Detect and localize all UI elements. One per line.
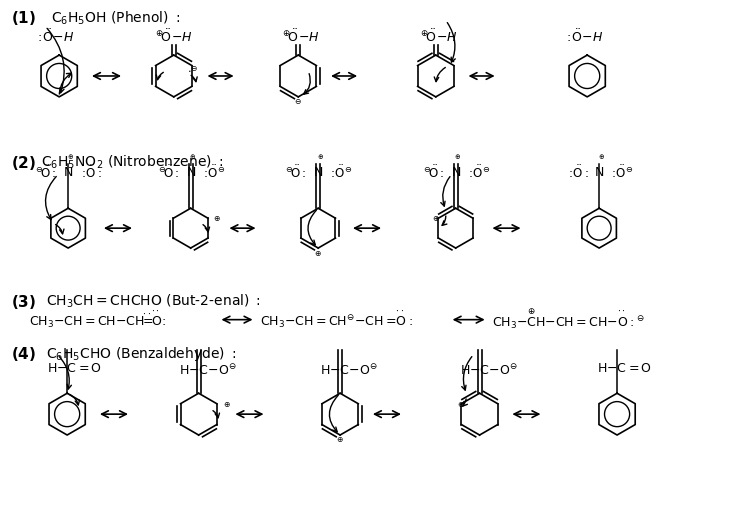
Text: $:\!\ddot{\mathrm{O}}^{\ominus}$: $:\!\ddot{\mathrm{O}}^{\ominus}$ [328, 164, 352, 181]
Text: $\mathrm{C_6H_5CHO\ (Benzaldehyde)\ :}$: $\mathrm{C_6H_5CHO\ (Benzaldehyde)\ :}$ [46, 345, 236, 362]
Text: $^{\ominus}$: $^{\ominus}$ [294, 98, 302, 108]
Text: $^{\oplus}\!\ddot{\mathrm{O}}\!-\!H$: $^{\oplus}\!\ddot{\mathrm{O}}\!-\!H$ [155, 28, 192, 45]
Text: $\mathbf{(3)}$: $\mathbf{(3)}$ [11, 293, 36, 311]
Text: $^{\ominus}\!\ddot{\mathrm{O}}:$: $^{\ominus}\!\ddot{\mathrm{O}}:$ [36, 164, 57, 181]
Text: $^{\oplus}$: $^{\oplus}$ [336, 436, 344, 446]
Text: $\mathrm{C_6H_5OH\ (Phenol)\ :}$: $\mathrm{C_6H_5OH\ (Phenol)\ :}$ [51, 9, 181, 27]
Text: $\mathrm{C_6H_5NO_2\ (Nitrobenzene)\ :}$: $\mathrm{C_6H_5NO_2\ (Nitrobenzene)\ :}$ [42, 154, 224, 171]
Text: $^{\oplus}$: $^{\oplus}$ [212, 215, 221, 225]
Text: $\mathrm{N}$: $\mathrm{N}$ [313, 166, 323, 179]
Text: $\mathrm{CH_3{-}CH{=}CH^{\ominus}{-}CH{=}\!\overset{\cdot\cdot}{\mathrm{O}}:}$: $\mathrm{CH_3{-}CH{=}CH^{\ominus}{-}CH{=… [260, 309, 413, 330]
Text: $^{\oplus}$: $^{\oplus}$ [454, 155, 461, 164]
Text: $^{\ominus}\!\ddot{\mathrm{O}}:$: $^{\ominus}\!\ddot{\mathrm{O}}:$ [423, 164, 444, 181]
Text: $:\!\ddot{\mathrm{O}}\!-\!H$: $:\!\ddot{\mathrm{O}}\!-\!H$ [564, 28, 603, 45]
Text: $\cdot^{\ominus}$: $\cdot^{\ominus}$ [186, 66, 198, 76]
Text: $^{\oplus}$: $^{\oplus}$ [457, 401, 464, 411]
Text: $^{\oplus}$: $^{\oplus}$ [67, 155, 74, 164]
Text: $\mathrm{CH_3{-}CH{=}CH{-}CH}\!\!\overset{\cdot\cdot}{=}\!\!\overset{\cdot\cdot}: $\mathrm{CH_3{-}CH{=}CH{-}CH}\!\!\overse… [29, 309, 166, 330]
Text: $^{\oplus}$: $^{\oplus}$ [317, 155, 324, 164]
Text: $\mathrm{H{-}C{-}O}^{\ominus}$: $\mathrm{H{-}C{-}O}^{\ominus}$ [320, 362, 377, 377]
Text: $^{\ominus}\!\ddot{\mathrm{O}}:$: $^{\ominus}\!\ddot{\mathrm{O}}:$ [158, 164, 180, 181]
Text: $^{\oplus}$: $^{\oplus}$ [314, 250, 322, 260]
Text: $\mathrm{N}$: $\mathrm{N}$ [450, 166, 461, 179]
Text: $:\!\ddot{\mathrm{O}}:$: $:\!\ddot{\mathrm{O}}:$ [79, 164, 102, 181]
Text: $\mathrm{H{-}C{-}O}^{\ominus}$: $\mathrm{H{-}C{-}O}^{\ominus}$ [460, 362, 517, 377]
Text: $\mathbf{(1)}$: $\mathbf{(1)}$ [11, 9, 36, 27]
Text: $\mathrm{CH_3CH{=}CHCHO\ (But\text{-}2\text{-}enal)\ :}$: $\mathrm{CH_3CH{=}CHCHO\ (But\text{-}2\t… [46, 293, 262, 310]
Text: $:\!\ddot{\mathrm{O}}^{\ominus}$: $:\!\ddot{\mathrm{O}}^{\ominus}$ [609, 164, 633, 181]
Text: $:\!\ddot{\mathrm{O}}\!-\!H$: $:\!\ddot{\mathrm{O}}\!-\!H$ [35, 28, 74, 45]
Text: $:\!\ddot{\mathrm{O}}^{\ominus}$: $:\!\ddot{\mathrm{O}}^{\ominus}$ [466, 164, 490, 181]
Text: $^{\oplus}$: $^{\oplus}$ [223, 401, 230, 411]
Text: $:\!\ddot{\mathrm{O}}^{\ominus}$: $:\!\ddot{\mathrm{O}}^{\ominus}$ [201, 164, 224, 181]
Text: $^{\oplus}$: $^{\oplus}$ [189, 155, 196, 164]
Text: $\mathrm{N}$: $\mathrm{N}$ [186, 166, 195, 179]
Text: $\mathbf{(4)}$: $\mathbf{(4)}$ [11, 345, 36, 362]
Text: $^{\ominus}\!\ddot{\mathrm{O}}:$: $^{\ominus}\!\ddot{\mathrm{O}}:$ [285, 164, 307, 181]
Text: $^{\oplus}\!\ddot{\mathrm{O}}\!-\!H$: $^{\oplus}\!\ddot{\mathrm{O}}\!-\!H$ [420, 28, 458, 45]
Text: $^{\oplus}\!\ddot{\mathrm{O}}\!-\!H$: $^{\oplus}\!\ddot{\mathrm{O}}\!-\!H$ [282, 28, 320, 45]
Text: $\mathbf{(2)}$: $\mathbf{(2)}$ [11, 154, 36, 172]
Text: $:\!\ddot{\mathrm{O}}:$: $:\!\ddot{\mathrm{O}}:$ [566, 164, 588, 181]
Text: $^{\oplus}$: $^{\oplus}$ [432, 215, 440, 225]
Text: $\mathrm{N}$: $\mathrm{N}$ [594, 166, 604, 179]
Text: $\mathrm{N}$: $\mathrm{N}$ [63, 166, 74, 179]
Text: $\mathrm{H{-}C{=}O}$: $\mathrm{H{-}C{=}O}$ [597, 362, 652, 375]
Text: $\mathrm{H{-}C{-}O}^{\ominus}$: $\mathrm{H{-}C{-}O}^{\ominus}$ [179, 362, 236, 377]
Text: $^{\oplus}$: $^{\oplus}$ [597, 155, 605, 164]
Text: $\mathrm{H{-}C{=}O}$: $\mathrm{H{-}C{=}O}$ [48, 362, 103, 375]
Text: $\mathrm{CH_3{-}\overset{\oplus}{C}H{-}CH{=}CH{-}\overset{\cdot\cdot}{\mathrm{O}: $\mathrm{CH_3{-}\overset{\oplus}{C}H{-}C… [492, 308, 644, 331]
